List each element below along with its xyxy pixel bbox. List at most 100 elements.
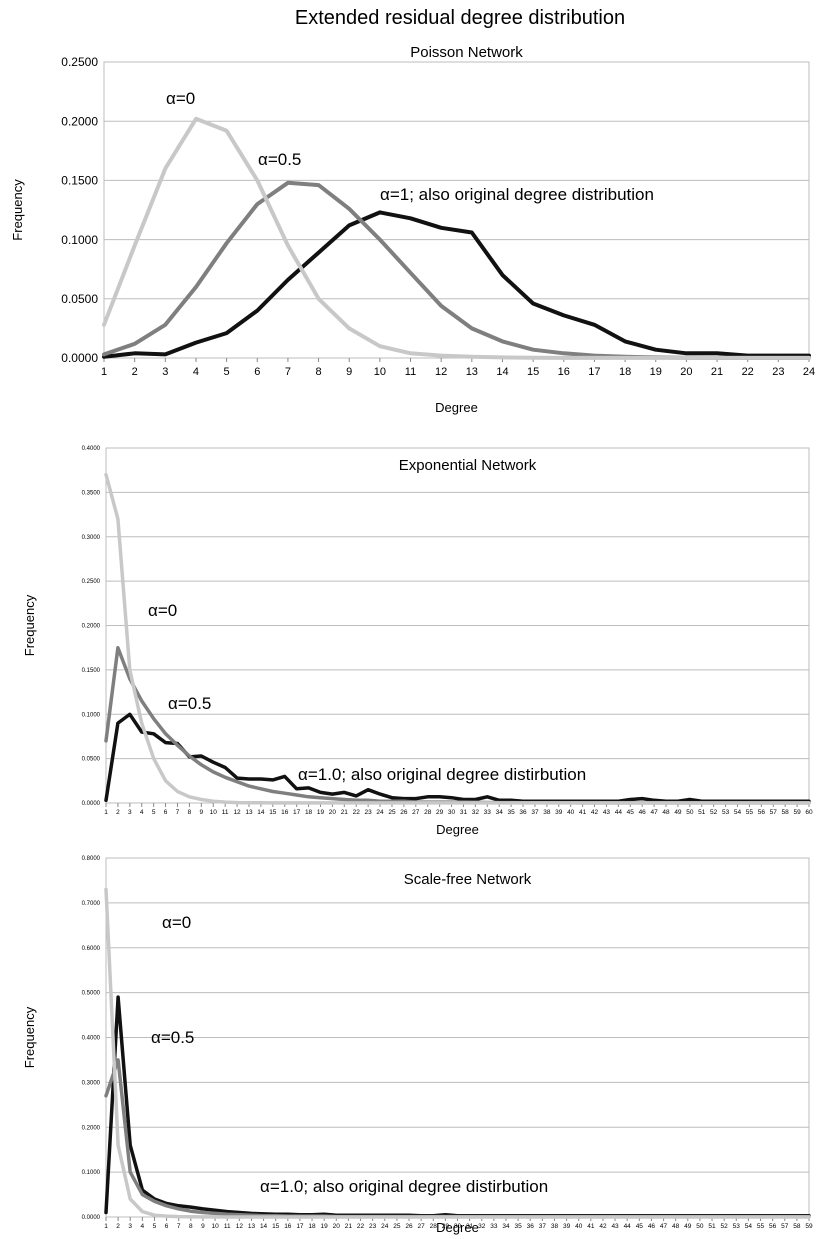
y-tick-label: 0.1000 bbox=[82, 1170, 101, 1176]
x-tick-label: 32 bbox=[472, 809, 480, 816]
x-tick-label: 17 bbox=[293, 809, 301, 816]
x-tick-label: 21 bbox=[345, 1223, 353, 1230]
x-tick-label: 28 bbox=[424, 809, 432, 816]
x-tick-label: 31 bbox=[460, 809, 468, 816]
x-tick-label: 18 bbox=[305, 809, 313, 816]
x-tick-label: 26 bbox=[405, 1223, 413, 1230]
x-tick-label: 2 bbox=[116, 1223, 120, 1230]
x-tick-label: 36 bbox=[527, 1223, 535, 1230]
y-tick-label: 0.0000 bbox=[82, 801, 101, 807]
x-tick-label: 30 bbox=[454, 1223, 462, 1230]
x-tick-label: 8 bbox=[189, 1223, 193, 1230]
x-tick-label: 29 bbox=[436, 809, 444, 816]
x-tick-label: 24 bbox=[381, 1223, 389, 1230]
x-axis-label: Degree bbox=[436, 1220, 479, 1235]
x-tick-label: 1 bbox=[104, 809, 108, 816]
x-tick-label: 27 bbox=[412, 809, 420, 816]
x-tick-label: 37 bbox=[539, 1223, 547, 1230]
x-tick-label: 9 bbox=[200, 809, 204, 816]
series-line-1 bbox=[102, 116, 811, 360]
x-tick-label: 47 bbox=[660, 1223, 668, 1230]
x-tick-label: 23 bbox=[365, 809, 373, 816]
x-tick-label: 31 bbox=[466, 1223, 474, 1230]
series-label-2: α=0.5 bbox=[151, 1028, 194, 1047]
x-tick-label: 59 bbox=[793, 809, 801, 816]
x-tick-label: 49 bbox=[674, 809, 682, 816]
x-tick-label: 2 bbox=[116, 809, 120, 816]
x-tick-label: 44 bbox=[624, 1223, 632, 1230]
x-axis-label: Degree bbox=[435, 400, 478, 415]
x-tick-label: 22 bbox=[742, 366, 754, 378]
y-tick-label: 0.6000 bbox=[82, 946, 101, 952]
x-tick-label: 46 bbox=[648, 1223, 656, 1230]
x-tick-label: 18 bbox=[308, 1223, 316, 1230]
x-tick-label: 13 bbox=[248, 1223, 256, 1230]
y-axis-label: Frequency bbox=[22, 594, 37, 656]
x-tick-label: 15 bbox=[272, 1223, 280, 1230]
figure-title: Extended residual degree distribution bbox=[295, 7, 625, 29]
x-tick-label: 9 bbox=[201, 1223, 205, 1230]
chart-3: Scale-free Network 0.0000 0.1000 0.2000 0.30… bbox=[22, 856, 813, 1235]
x-tick-label: 35 bbox=[514, 1223, 522, 1230]
series-line-1 bbox=[104, 887, 811, 1219]
x-tick-label: 13 bbox=[245, 809, 253, 816]
x-tick-label: 50 bbox=[696, 1223, 704, 1230]
x-tick-label: 51 bbox=[708, 1223, 716, 1230]
series-label-3: α=1.0; also original degree distirbution bbox=[298, 765, 586, 784]
x-tick-label: 57 bbox=[781, 1223, 789, 1230]
x-tick-label: 24 bbox=[376, 809, 384, 816]
y-tick-label: 0.1500 bbox=[61, 174, 98, 188]
x-tick-label: 16 bbox=[284, 1223, 292, 1230]
x-tick-label: 7 bbox=[177, 1223, 181, 1230]
x-tick-label: 35 bbox=[508, 809, 516, 816]
y-tick-label: 0.3000 bbox=[82, 535, 101, 541]
x-tick-label: 2 bbox=[132, 366, 138, 378]
y-tick-label: 0.0500 bbox=[82, 757, 101, 763]
x-tick-label: 20 bbox=[329, 809, 337, 816]
x-tick-label: 33 bbox=[490, 1223, 498, 1230]
x-tick-label: 3 bbox=[162, 366, 168, 378]
y-tick-label: 0.1000 bbox=[61, 233, 98, 247]
x-tick-label: 28 bbox=[430, 1223, 438, 1230]
series-line-1 bbox=[104, 472, 811, 805]
x-tick-label: 3 bbox=[128, 809, 132, 816]
x-tick-label: 39 bbox=[563, 1223, 571, 1230]
chart-title: Exponential Network bbox=[399, 457, 537, 474]
x-tick-label: 19 bbox=[321, 1223, 329, 1230]
x-tick-label: 25 bbox=[388, 809, 396, 816]
y-tick-label: 0.4000 bbox=[82, 1036, 101, 1042]
y-tick-label: 0.2000 bbox=[61, 114, 98, 128]
x-tick-label: 34 bbox=[496, 809, 504, 816]
x-tick-label: 50 bbox=[686, 809, 694, 816]
x-tick-label: 15 bbox=[269, 809, 277, 816]
x-tick-label: 14 bbox=[260, 1223, 268, 1230]
x-tick-label: 20 bbox=[680, 366, 692, 378]
x-tick-label: 7 bbox=[176, 809, 180, 816]
x-tick-label: 20 bbox=[333, 1223, 341, 1230]
x-tick-label: 5 bbox=[153, 1223, 157, 1230]
x-tick-label: 43 bbox=[611, 1223, 619, 1230]
x-tick-label: 9 bbox=[346, 366, 352, 378]
x-tick-label: 53 bbox=[722, 809, 730, 816]
x-tick-label: 4 bbox=[140, 809, 144, 816]
x-tick-label: 36 bbox=[519, 809, 527, 816]
y-tick-label: 0.7000 bbox=[82, 901, 101, 907]
chart-1: Poisson Network 0.0000 0.0500 0.1000 0.1500 0… bbox=[10, 44, 815, 415]
x-tick-label: 45 bbox=[636, 1223, 644, 1230]
y-axis-label: Frequency bbox=[22, 1006, 37, 1068]
y-tick-label: 0.5000 bbox=[82, 991, 101, 997]
series-label-3: α=1.0; also original degree distirbution bbox=[260, 1177, 548, 1196]
series-label-2: α=0.5 bbox=[258, 150, 301, 169]
x-tick-label: 22 bbox=[353, 809, 361, 816]
x-tick-label: 19 bbox=[317, 809, 325, 816]
y-tick-label: 0.4000 bbox=[82, 446, 101, 452]
x-tick-label: 25 bbox=[393, 1223, 401, 1230]
y-tick-label: 0.2500 bbox=[61, 55, 98, 69]
x-tick-label: 44 bbox=[615, 809, 623, 816]
x-tick-label: 29 bbox=[442, 1223, 450, 1230]
x-tick-label: 13 bbox=[466, 366, 478, 378]
x-tick-label: 12 bbox=[236, 1223, 244, 1230]
x-tick-label: 48 bbox=[662, 809, 670, 816]
series-label-1: α=0 bbox=[166, 89, 195, 108]
